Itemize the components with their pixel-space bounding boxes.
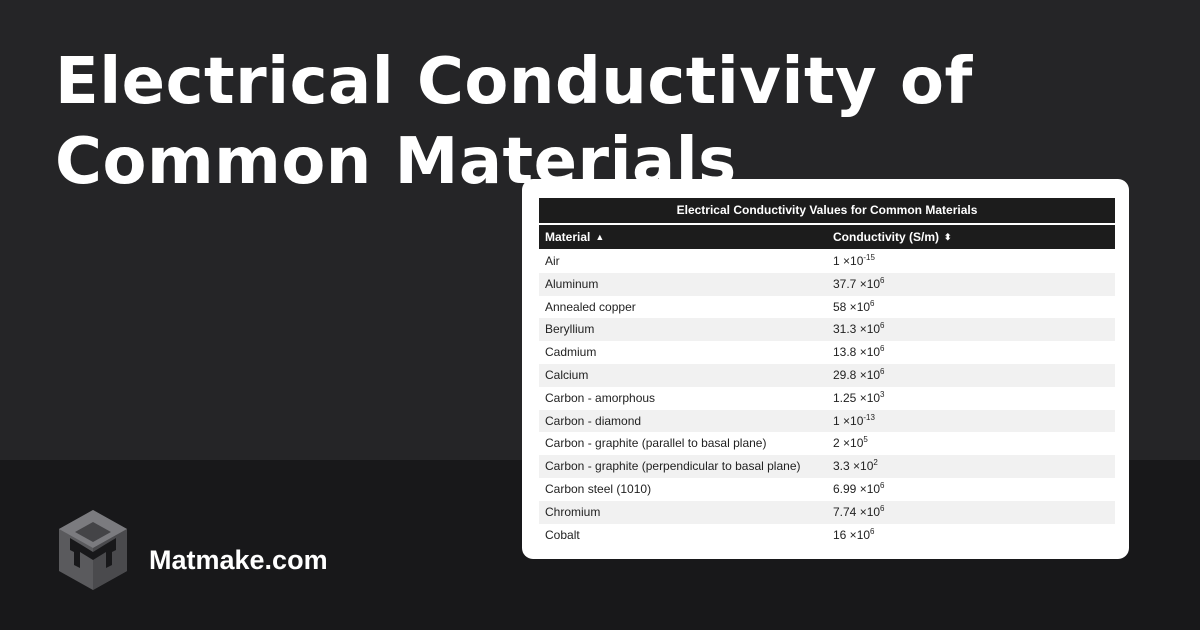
conductivity-mantissa: 16 ×10 [833, 527, 871, 542]
conductivity-cell: 1 ×10-13 [833, 410, 875, 433]
conductivity-mantissa: 3.3 ×10 [833, 459, 874, 474]
conductivity-mantissa: 6.99 ×10 [833, 481, 881, 496]
conductivity-cell: 1 ×10-15 [833, 250, 875, 273]
table-row: Aluminum 37.7 ×106 [539, 272, 1115, 296]
conductivity-exponent: 6 [880, 321, 885, 331]
brand-name[interactable]: Matmake.com [149, 545, 328, 575]
table-row: Annealed copper 58 ×106 [539, 296, 1115, 319]
conductivity-mantissa: 1 ×10 [833, 254, 864, 268]
conductivity-mantissa: 7.74 ×10 [833, 504, 881, 519]
conductivity-cell: 2 ×105 [833, 432, 868, 455]
conductivity-cell: 37.7 ×106 [833, 273, 885, 296]
material-cell: Air [545, 254, 560, 268]
material-cell: Chromium [545, 504, 601, 519]
conductivity-mantissa: 58 ×10 [833, 299, 871, 314]
table-body: Air 1 ×10-15 Aluminum 37.7 ×106 Annealed cop… [539, 250, 1115, 546]
column-header-conductivity[interactable]: Conductivity (S/m) ⬍ [833, 225, 952, 249]
table-row: Cobalt 16 ×106 [539, 524, 1115, 547]
conductivity-exponent: 6 [880, 344, 885, 354]
material-cell: Cobalt [545, 527, 580, 542]
conductivity-exponent: -15 [863, 253, 875, 262]
conductivity-exponent: 6 [880, 275, 885, 285]
table-row: Air 1 ×10-15 [539, 250, 1115, 273]
conductivity-cell: 3.3 ×102 [833, 455, 878, 478]
conductivity-mantissa: 1.25 ×10 [833, 390, 881, 405]
conductivity-exponent: 6 [880, 503, 885, 513]
table-row: Carbon steel (1010) 6.99 ×106 [539, 478, 1115, 501]
material-cell: Carbon steel (1010) [545, 481, 652, 496]
conductivity-exponent: 6 [880, 480, 885, 490]
material-cell: Carbon - diamond [545, 413, 642, 428]
conductivity-cell: 58 ×106 [833, 296, 875, 319]
table-row: Calcium 29.8 ×106 [539, 363, 1115, 387]
material-cell: Carbon - graphite (parallel to basal pla… [545, 436, 767, 451]
conductivity-mantissa: 1 ×10 [833, 413, 864, 428]
sort-both-icon[interactable]: ⬍ [944, 232, 952, 242]
material-cell: Aluminum [545, 276, 599, 291]
conductivity-cell: 13.8 ×106 [833, 341, 885, 364]
table-row: Carbon - graphite (parallel to basal pla… [539, 432, 1115, 455]
conductivity-cell: 16 ×106 [833, 524, 875, 547]
conductivity-cell: 6.99 ×106 [833, 478, 885, 501]
conductivity-cell: 7.74 ×106 [833, 501, 885, 524]
sort-ascending-icon[interactable]: ▲ [595, 232, 605, 242]
conductivity-exponent: 5 [863, 435, 868, 445]
table-row: Chromium 7.74 ×106 [539, 500, 1115, 524]
material-cell: Carbon - graphite (perpendicular to basa… [545, 459, 801, 474]
table-row: Beryllium 31.3 ×106 [539, 318, 1115, 342]
table-row: Carbon - graphite (perpendicular to basa… [539, 455, 1115, 478]
material-cell: Beryllium [545, 322, 595, 337]
conductivity-exponent: 6 [870, 526, 875, 536]
conductivity-exponent: -13 [863, 412, 875, 422]
conductivity-exponent: 6 [870, 298, 875, 308]
conductivity-table: Electrical Conductivity Values for Commo… [539, 198, 1115, 546]
table-row: Carbon - amorphous 1.25 ×103 [539, 387, 1115, 410]
material-cell: Annealed copper [545, 299, 636, 314]
table-header-row: Material ▲ Conductivity (S/m) ⬍ [539, 225, 1115, 249]
material-cell: Carbon - amorphous [545, 390, 656, 405]
conductivity-exponent: 6 [880, 366, 885, 376]
conductivity-mantissa: 2 ×10 [833, 436, 864, 451]
matmake-cube-logo-icon [59, 510, 127, 590]
conductivity-cell: 29.8 ×106 [833, 364, 885, 387]
column-header-material[interactable]: Material ▲ [545, 225, 604, 249]
table-caption: Electrical Conductivity Values for Commo… [539, 198, 1115, 223]
column-header-conductivity-label: Conductivity (S/m) [833, 230, 940, 244]
conductivity-mantissa: 37.7 ×10 [833, 276, 881, 291]
conductivity-mantissa: 31.3 ×10 [833, 322, 881, 337]
conductivity-cell: 31.3 ×106 [833, 318, 885, 341]
page-headline: Electrical Conductivity of Common Materi… [55, 45, 973, 199]
table-row: Carbon - diamond 1 ×10-13 [539, 409, 1115, 433]
conductivity-exponent: 3 [880, 389, 885, 399]
table-row: Cadmium 13.8 ×106 [539, 341, 1115, 364]
column-header-material-label: Material [545, 230, 591, 244]
conductivity-exponent: 2 [873, 458, 878, 468]
conductivity-mantissa: 29.8 ×10 [833, 367, 881, 382]
conductivity-table-card: Electrical Conductivity Values for Commo… [522, 179, 1129, 559]
conductivity-mantissa: 13.8 ×10 [833, 345, 881, 360]
material-cell: Cadmium [545, 345, 597, 360]
material-cell: Calcium [545, 367, 589, 382]
conductivity-cell: 1.25 ×103 [833, 387, 885, 410]
